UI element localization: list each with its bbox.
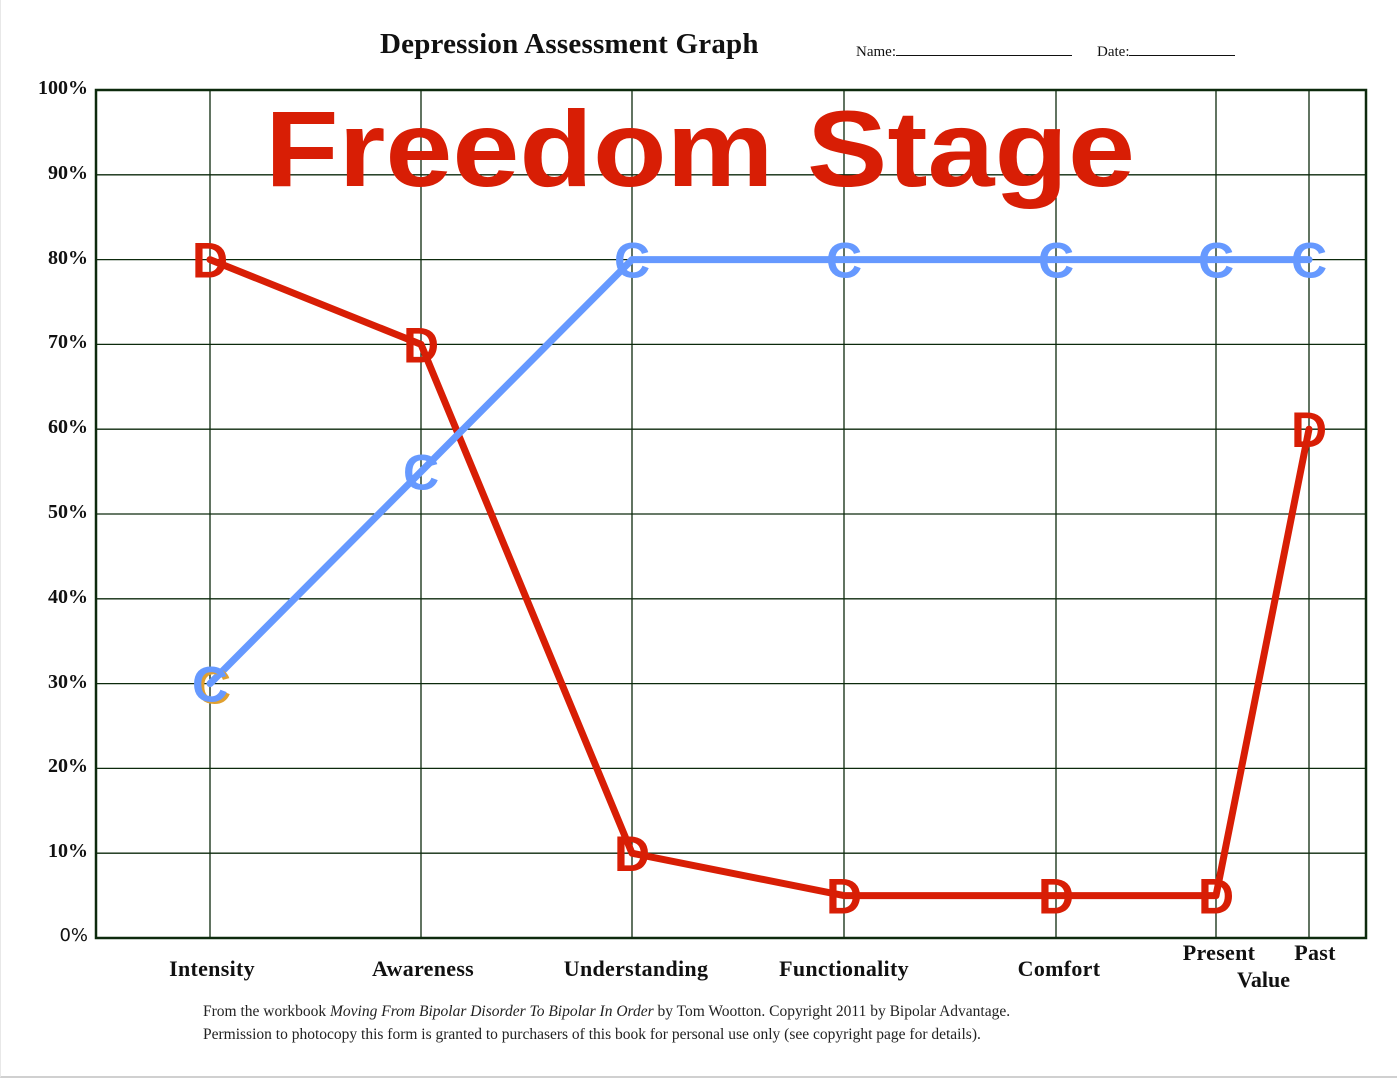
- header: Depression Assessment Graph Name: Date:: [0, 26, 1397, 66]
- data-point-marker-d: D: [403, 317, 439, 373]
- data-point-marker-c: C: [1198, 233, 1234, 289]
- data-point-marker-c: C: [403, 445, 439, 501]
- data-point-marker-c: C: [614, 233, 650, 289]
- x-tick-label: Awareness: [371, 956, 475, 981]
- y-tick-label: 40%: [48, 585, 88, 608]
- x-tick-label: Past: [1294, 940, 1336, 965]
- y-tick-label: 80%: [48, 246, 88, 269]
- name-field[interactable]: Name:: [856, 41, 1072, 61]
- series-line-c: [206, 256, 1313, 688]
- data-point-marker-c: C: [192, 657, 228, 713]
- data-point-marker-c: C: [1291, 233, 1327, 289]
- name-blank-line[interactable]: [895, 41, 1072, 56]
- page-title: Depression Assessment Graph: [380, 28, 759, 60]
- date-blank-line[interactable]: [1129, 41, 1236, 56]
- y-tick-label: 30%: [48, 670, 88, 693]
- plot-frame: [94, 88, 1368, 940]
- data-point-marker-d: D: [1291, 402, 1327, 458]
- footer-line-2: Permission to photocopy this form is gra…: [203, 1026, 981, 1043]
- name-label: Name:: [856, 44, 896, 60]
- data-point-marker-c: C: [826, 233, 862, 289]
- footer-line-1: From the workbook Moving From Bipolar Di…: [203, 1003, 1011, 1020]
- date-label: Date:: [1097, 44, 1130, 60]
- x-tick-label: Intensity: [169, 956, 255, 981]
- y-tick-label: 70%: [48, 331, 88, 354]
- marker-shadow: C: [195, 659, 231, 715]
- y-tick-label: 0%: [59, 925, 88, 946]
- y-tick-label: 20%: [48, 755, 88, 778]
- data-point-marker-d: D: [614, 826, 650, 882]
- x-tick-label: Present: [1182, 940, 1256, 965]
- data-point-marker-d: D: [826, 869, 862, 925]
- y-tick-label: 10%: [48, 840, 88, 863]
- x-tick-label: Functionality: [779, 956, 909, 981]
- y-tick-label: 100%: [38, 77, 88, 99]
- date-field[interactable]: Date:: [1097, 41, 1236, 61]
- book-title: Moving From Bipolar Disorder To Bipolar …: [330, 1003, 654, 1020]
- y-tick-label: 50%: [48, 501, 88, 523]
- y-tick-label: 60%: [48, 416, 88, 439]
- footer-credits: From the workbook Moving From Bipolar Di…: [203, 1000, 1010, 1046]
- data-point-marker-d: D: [1038, 869, 1074, 925]
- y-tick-label: 90%: [48, 161, 88, 184]
- x-tick-label: Comfort: [1017, 956, 1101, 981]
- data-point-marker-d: D: [192, 233, 228, 289]
- x-tick-label: Understanding: [563, 956, 709, 981]
- data-point-marker-c: C: [1038, 233, 1074, 289]
- series-line-d: [206, 256, 1313, 900]
- data-point-marker-d: D: [1198, 869, 1234, 925]
- stage-title-overlay: Freedom Stage: [265, 88, 1135, 209]
- x-tick-group-label-value: Value: [1237, 967, 1290, 992]
